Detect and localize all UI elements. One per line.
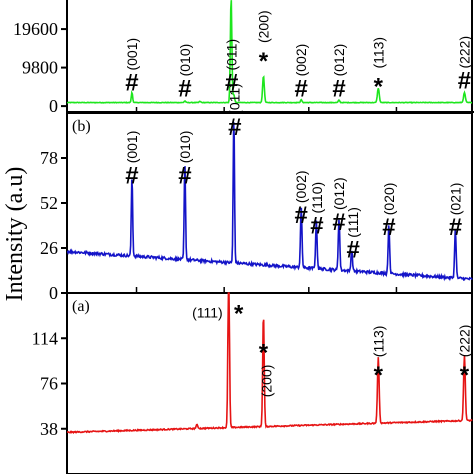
peak-annotation-a: * (113) [370, 326, 386, 390]
y-tick-label-b: 26 [40, 238, 58, 258]
asterisk-marker: * [259, 340, 269, 367]
hash-marker: # [228, 114, 241, 141]
hash-marker: # [178, 162, 191, 189]
peak-label: (010) [177, 44, 193, 77]
peak-label: (010) [177, 131, 193, 164]
peak-label: (200) [255, 10, 271, 43]
y-axis-title: Intensity (a.u) [2, 167, 28, 302]
hash-marker: # [125, 162, 138, 189]
hash-marker: # [382, 214, 395, 241]
peak-label: (222) [456, 325, 472, 358]
peak-annotation-b: #(012) [331, 177, 347, 236]
panel-a-tag: (a) [72, 298, 90, 315]
y-tick-label-a: 76 [40, 374, 58, 394]
hash-marker: # [178, 75, 191, 102]
peak-label: (002) [293, 170, 309, 203]
hash-marker: # [295, 75, 308, 102]
y-tick-label-a: 38 [40, 419, 58, 439]
peak-label: (200) [258, 365, 274, 398]
peak-label: (001) [124, 38, 140, 71]
peak-annotation-b: #(001) [124, 131, 140, 190]
peak-annotation-a: * (222) [456, 325, 472, 390]
peak-annotation-a: * (111) [192, 300, 244, 327]
y-tick-label-c: 19600 [13, 19, 58, 39]
peak-annotation-c: #(010) [177, 44, 193, 103]
peak-label: (111) [192, 304, 223, 320]
peak-label: (113) [370, 37, 386, 69]
peak-annotation-a: *(200) [258, 340, 274, 398]
y-tick-label-c: 9800 [22, 58, 58, 78]
peak-annotation-c: #(001) [124, 38, 140, 97]
hash-marker: # [125, 70, 138, 97]
peak-annotation-c: * (113) [370, 37, 386, 101]
xrd-curve-c [66, 0, 472, 104]
xrd-curve-b [66, 121, 473, 282]
peak-annotation-b: #(020) [381, 183, 397, 242]
peak-annotation-b: #(111) [345, 207, 361, 264]
y-tick-label-a: 114 [32, 328, 58, 348]
peak-label: (111) [345, 207, 361, 238]
peak-label: (020) [381, 183, 397, 216]
hash-marker: # [449, 214, 462, 241]
peak-label: (110) [309, 182, 325, 214]
peak-label: (001) [124, 131, 140, 164]
hash-marker: # [332, 75, 345, 102]
tick-layer: 0 9800 19600 0 26 52 78 38 76 114 [13, 19, 398, 439]
asterisk-marker: * [234, 300, 244, 327]
peak-annotation-b: #(021) [447, 183, 463, 242]
peak-label: (012) [331, 44, 347, 77]
panel-b-tag: (b) [72, 118, 91, 135]
peak-annotation-c: * (200) [255, 10, 271, 75]
peak-label: (011) [224, 39, 240, 71]
y-tick-label-b: 0 [49, 283, 58, 303]
y-tick-label-c: 0 [49, 96, 58, 116]
hash-marker: # [347, 237, 360, 264]
peak-annotation-b: #(110) [309, 182, 325, 240]
asterisk-marker: * [259, 48, 269, 75]
peak-label: (113) [370, 326, 386, 358]
xrd-curve-a [66, 292, 473, 435]
hash-marker: # [458, 68, 471, 95]
annotation-layer: #(001)#(010)#(011) *(200)#(002)#(012)*(11… [124, 10, 472, 397]
peak-label: (002) [293, 44, 309, 77]
asterisk-marker: * [460, 362, 470, 389]
curve-layer [66, 0, 473, 435]
peak-label: (222) [456, 36, 472, 69]
hash-marker: # [295, 202, 308, 229]
y-tick-label-b: 52 [40, 193, 58, 213]
peak-annotation-b: #(002) [293, 170, 309, 229]
peak-label: (012) [331, 177, 347, 210]
peak-annotation-c: #(011) [224, 39, 240, 97]
peak-label: (021) [447, 183, 463, 216]
peak-annotation-b: #(011) [227, 83, 243, 141]
peak-annotation-c: #(002) [293, 44, 309, 103]
peak-annotation-c: #(012) [331, 44, 347, 103]
peak-label: (011) [227, 83, 243, 115]
hash-marker: # [225, 70, 238, 97]
y-tick-label-b: 78 [40, 148, 58, 168]
peak-annotation-c: #(222) [456, 36, 472, 95]
asterisk-marker: * [374, 74, 384, 101]
peak-annotation-b: #(010) [177, 131, 193, 190]
hash-marker: # [332, 209, 345, 236]
asterisk-marker: * [374, 362, 384, 389]
hash-marker: # [310, 213, 323, 240]
